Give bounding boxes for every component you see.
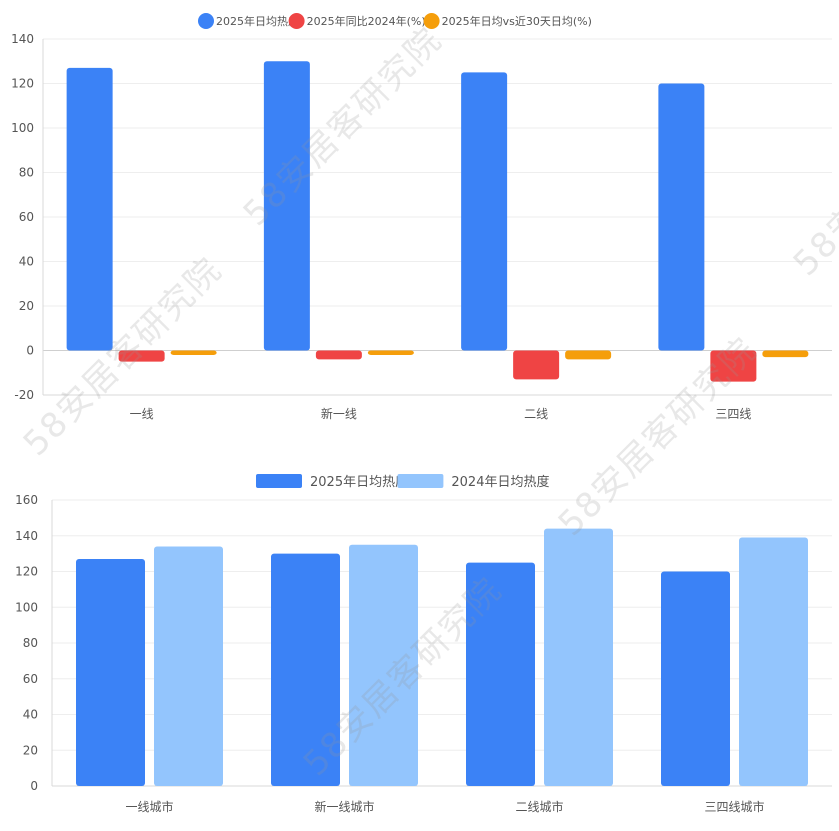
y-tick-label: 40 — [23, 708, 38, 722]
category-label: 一线城市 — [125, 799, 173, 814]
legend-swatch — [397, 474, 444, 488]
y-tick-label: 120 — [11, 77, 34, 91]
legend-label: 2025年日均vs近30天日均(%) — [442, 14, 592, 28]
bar-2-1 — [118, 350, 165, 362]
bar-3-4 — [762, 350, 809, 358]
category-label: 新一线城市 — [314, 799, 374, 814]
bar-1-4 — [658, 83, 705, 351]
category-label: 二线 — [524, 407, 548, 421]
y-tick-label: 140 — [11, 32, 34, 46]
y-tick-label: 120 — [15, 565, 38, 579]
bar-3-3 — [565, 350, 612, 360]
bar-2-3 — [544, 528, 613, 786]
bar-3-2 — [367, 350, 414, 355]
y-tick-label: 100 — [11, 121, 34, 135]
y-tick-label: 100 — [15, 600, 38, 614]
bar-1-2 — [271, 553, 340, 786]
chart-1-svg: -20 0 20 40 60 80 100 120 140 一线 新一线 二线 三四线 2025年日均热度… — [11, 13, 832, 421]
legend-label: 2025年日均热度 — [216, 14, 299, 28]
legend-swatch — [256, 474, 302, 488]
bar-2-4 — [739, 537, 808, 786]
chart-heat-comparison: 0 20 40 60 80 100 120 140 160 一线城市 新一线城市 二线城市 三四线城市 2… — [0, 462, 839, 831]
legend-label: 2024年日均热度 — [451, 474, 549, 490]
category-label: 一线 — [130, 407, 154, 421]
y-tick-label: 60 — [23, 672, 38, 686]
bar-2-4 — [710, 350, 757, 382]
y-tick-label: 80 — [19, 166, 34, 180]
y-tick-label: 0 — [26, 344, 34, 358]
bar-2-1 — [154, 546, 223, 786]
y-tick-label: 80 — [23, 636, 38, 650]
category-label: 二线城市 — [515, 799, 563, 814]
chart-heat-change: -20 0 20 40 60 80 100 120 140 一线 新一线 二线 三四线 2025年日均热度… — [11, 13, 832, 421]
category-label: 三四线 — [715, 407, 751, 421]
y-tick-label: 60 — [19, 210, 34, 224]
y-tick-label: -20 — [14, 388, 34, 402]
legend-label: 2025年日均热度 — [310, 474, 408, 490]
bar-2-2 — [315, 350, 362, 360]
y-tick-label: 160 — [15, 493, 38, 507]
legend-swatch — [198, 13, 214, 29]
bar-1-2 — [263, 61, 310, 351]
legend-label: 2025年同比2024年(%) — [307, 14, 426, 28]
bar-3-1 — [170, 350, 217, 355]
legend-swatch — [288, 13, 305, 29]
y-tick-label: 0 — [30, 779, 38, 793]
bar-2-3 — [513, 350, 560, 380]
y-tick-label: 20 — [19, 299, 34, 313]
category-label: 新一线 — [321, 406, 357, 421]
bar-1-1 — [66, 67, 113, 351]
bar-2-2 — [349, 544, 418, 786]
y-tick-label: 20 — [23, 743, 38, 757]
chart-2-svg: 0 20 40 60 80 100 120 140 160 一线城市 新一线城市 二线城市 三四线城市 2… — [15, 474, 832, 814]
bar-1-3 — [461, 72, 508, 351]
y-tick-label: 40 — [19, 255, 34, 269]
bar-1-1 — [76, 558, 145, 786]
bar-1-4 — [661, 571, 730, 786]
category-label: 三四线城市 — [704, 799, 764, 814]
bar-1-3 — [466, 562, 535, 786]
legend-swatch — [423, 13, 440, 29]
y-tick-label: 140 — [15, 529, 38, 543]
